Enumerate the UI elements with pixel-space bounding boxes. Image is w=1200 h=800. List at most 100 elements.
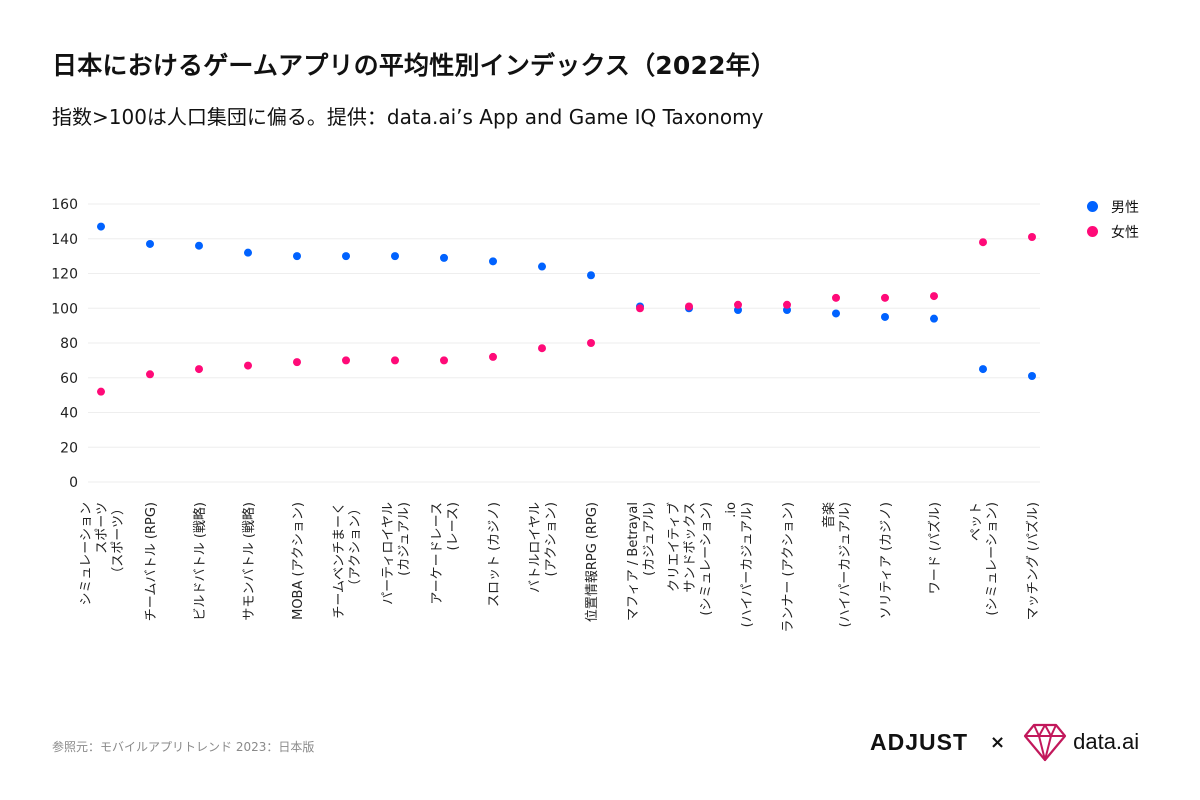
x-tick-label: マフィア / Betrayal (カジュアル) [626,502,657,621]
legend-item-male[interactable]: 男性 [1087,194,1139,219]
data-point-female[interactable] [440,356,448,365]
x-tick-label-line: ビルドバトル (戦略) [192,502,208,621]
data-point-male[interactable] [881,312,889,321]
legend-swatch-female [1087,226,1098,237]
legend: 男性 女性 [1087,194,1139,244]
x-tick-label-line: スロット (カジノ) [487,502,502,607]
data-point-male[interactable] [342,252,350,261]
x-tick-label-line: 位置情報RPG (RPG) [585,502,600,622]
x-tick-label-line: 音楽 [821,502,837,528]
x-tick-label-line: (シミュレーション) [699,502,714,616]
data-point-female[interactable] [97,387,105,396]
y-tick-label: 120 [51,267,78,283]
adjust-logo: ADJUST [870,728,969,755]
x-tick-label: 音楽 (ハイパーカジュアル) [821,502,853,627]
x-tick-label-line: (カジュアル) [642,502,657,576]
y-tick-label: 80 [60,336,78,352]
x-tick-label-line: チームベンチまーく [332,502,347,619]
legend-label-male: 男性 [1111,199,1139,216]
legend-label-female: 女性 [1111,224,1139,241]
x-tick-label: スロット (カジノ) [487,502,502,607]
diamond-icon [1024,723,1067,762]
data-point-male[interactable] [979,365,987,374]
footer-logos: ADJUST × data.ai [870,722,1139,762]
data-point-female[interactable] [734,300,742,309]
x-tick-label: シミュレーション スポーツ （スポーツ） [79,502,126,605]
data-point-female[interactable] [293,358,301,367]
data-point-female[interactable] [636,304,644,313]
data-point-male[interactable] [1028,372,1036,381]
x-tick-label: アーケードレース (レース) [430,502,461,605]
data-point-female[interactable] [930,292,938,301]
data-point-female[interactable] [832,293,840,302]
data-point-male[interactable] [293,252,301,261]
x-tick-label-line: (ハイパーカジュアル) [838,502,853,627]
data-point-male[interactable] [97,222,105,231]
x-tick-label-line: ソリティア (カジノ) [879,502,894,619]
x-tick-label: バトルロイヤル (アクション) [528,502,559,593]
dataai-logo: data.ai [1023,722,1139,762]
x-tick-label-line: （スポーツ） [111,502,126,580]
x-tick-label-line: サモンバトル (戦略) [241,502,257,621]
data-point-male[interactable] [587,271,595,280]
data-point-female[interactable] [195,365,203,374]
x-tick-label-line: （アクション） [348,502,363,592]
legend-item-female[interactable]: 女性 [1087,219,1139,244]
data-point-male[interactable] [930,314,938,323]
x-tick-label-line: (レース) [446,502,461,551]
x-tick-label-line: (カジュアル) [397,502,412,576]
x-tick-label: ワード (パズル) [927,502,943,594]
x-tick-label-line: (アクション) [544,502,559,577]
data-point-male[interactable] [195,241,203,250]
x-tick-label: サモンバトル (戦略) [241,502,257,621]
x-tick-label-line: マッチング (パズル) [1025,502,1041,620]
x-tick-label-line: バトルロイヤル [528,502,543,593]
data-point-female[interactable] [979,238,987,247]
data-point-male[interactable] [146,239,154,248]
times-sign: × [990,731,1006,753]
data-point-male[interactable] [440,253,448,262]
x-tick-label-line: (ハイパーカジュアル) [740,502,755,627]
data-point-female[interactable] [244,361,252,370]
x-tick-label: クリエイティブ サンドボックス (シミュレーション) [666,502,714,616]
scatter-chart: 0 20 40 60 80 100 120 140 160 シミュレーション スポーツ （スポーツ） チ… [51,197,1041,633]
data-point-female[interactable] [146,370,154,379]
chart-subtitle: 指数>100は人口集団に偏る。提供：data.ai’s App and Game… [52,105,764,129]
data-point-female[interactable] [489,352,497,361]
y-tick-label: 60 [60,371,78,387]
chart-title: 日本におけるゲームアプリの平均性別インデックス（2022年） [52,51,777,80]
x-tick-label-line: ランナー (アクション) [781,502,796,633]
data-point-female[interactable] [685,302,693,311]
y-tick-label: 20 [60,440,78,456]
y-tick-label: 40 [60,406,78,422]
data-point-female[interactable] [342,356,350,365]
x-tick-label: マッチング (パズル) [1025,502,1041,620]
data-point-female[interactable] [538,344,546,353]
x-tick-label: ビルドバトル (戦略) [192,502,208,621]
data-point-female[interactable] [783,300,791,309]
data-point-male[interactable] [244,248,252,257]
data-point-female[interactable] [587,339,595,347]
data-point-female[interactable] [881,293,889,302]
x-tick-label: チームバトル (RPG) [144,502,159,621]
x-tick-label-line: マフィア / Betrayal [626,502,641,621]
y-tick-label: 100 [51,301,78,317]
y-tick-label: 0 [69,475,78,491]
x-tick-label: MOBA (アクション) [291,502,306,620]
x-tick-label-line: .io [724,502,739,518]
data-point-male[interactable] [391,252,399,261]
x-tick-label: ソリティア (カジノ) [879,502,894,619]
y-tick-label: 140 [51,232,78,248]
x-tick-label-line: アーケードレース [430,502,445,605]
x-tick-label-line: ワード (パズル) [927,502,943,594]
data-point-female[interactable] [1028,233,1036,242]
x-tick-label-line: サンドボックス [683,502,698,593]
data-point-male[interactable] [832,309,840,318]
x-tick-label-line: クリエイティブ [666,502,682,592]
x-tick-label: ペット (シミュレーション) [969,502,1000,616]
data-point-female[interactable] [391,356,399,365]
x-tick-label: パーティロイヤル (カジュアル) [381,502,412,605]
data-point-male[interactable] [489,257,497,266]
data-point-male[interactable] [538,262,546,271]
y-tick-label: 160 [51,197,78,213]
